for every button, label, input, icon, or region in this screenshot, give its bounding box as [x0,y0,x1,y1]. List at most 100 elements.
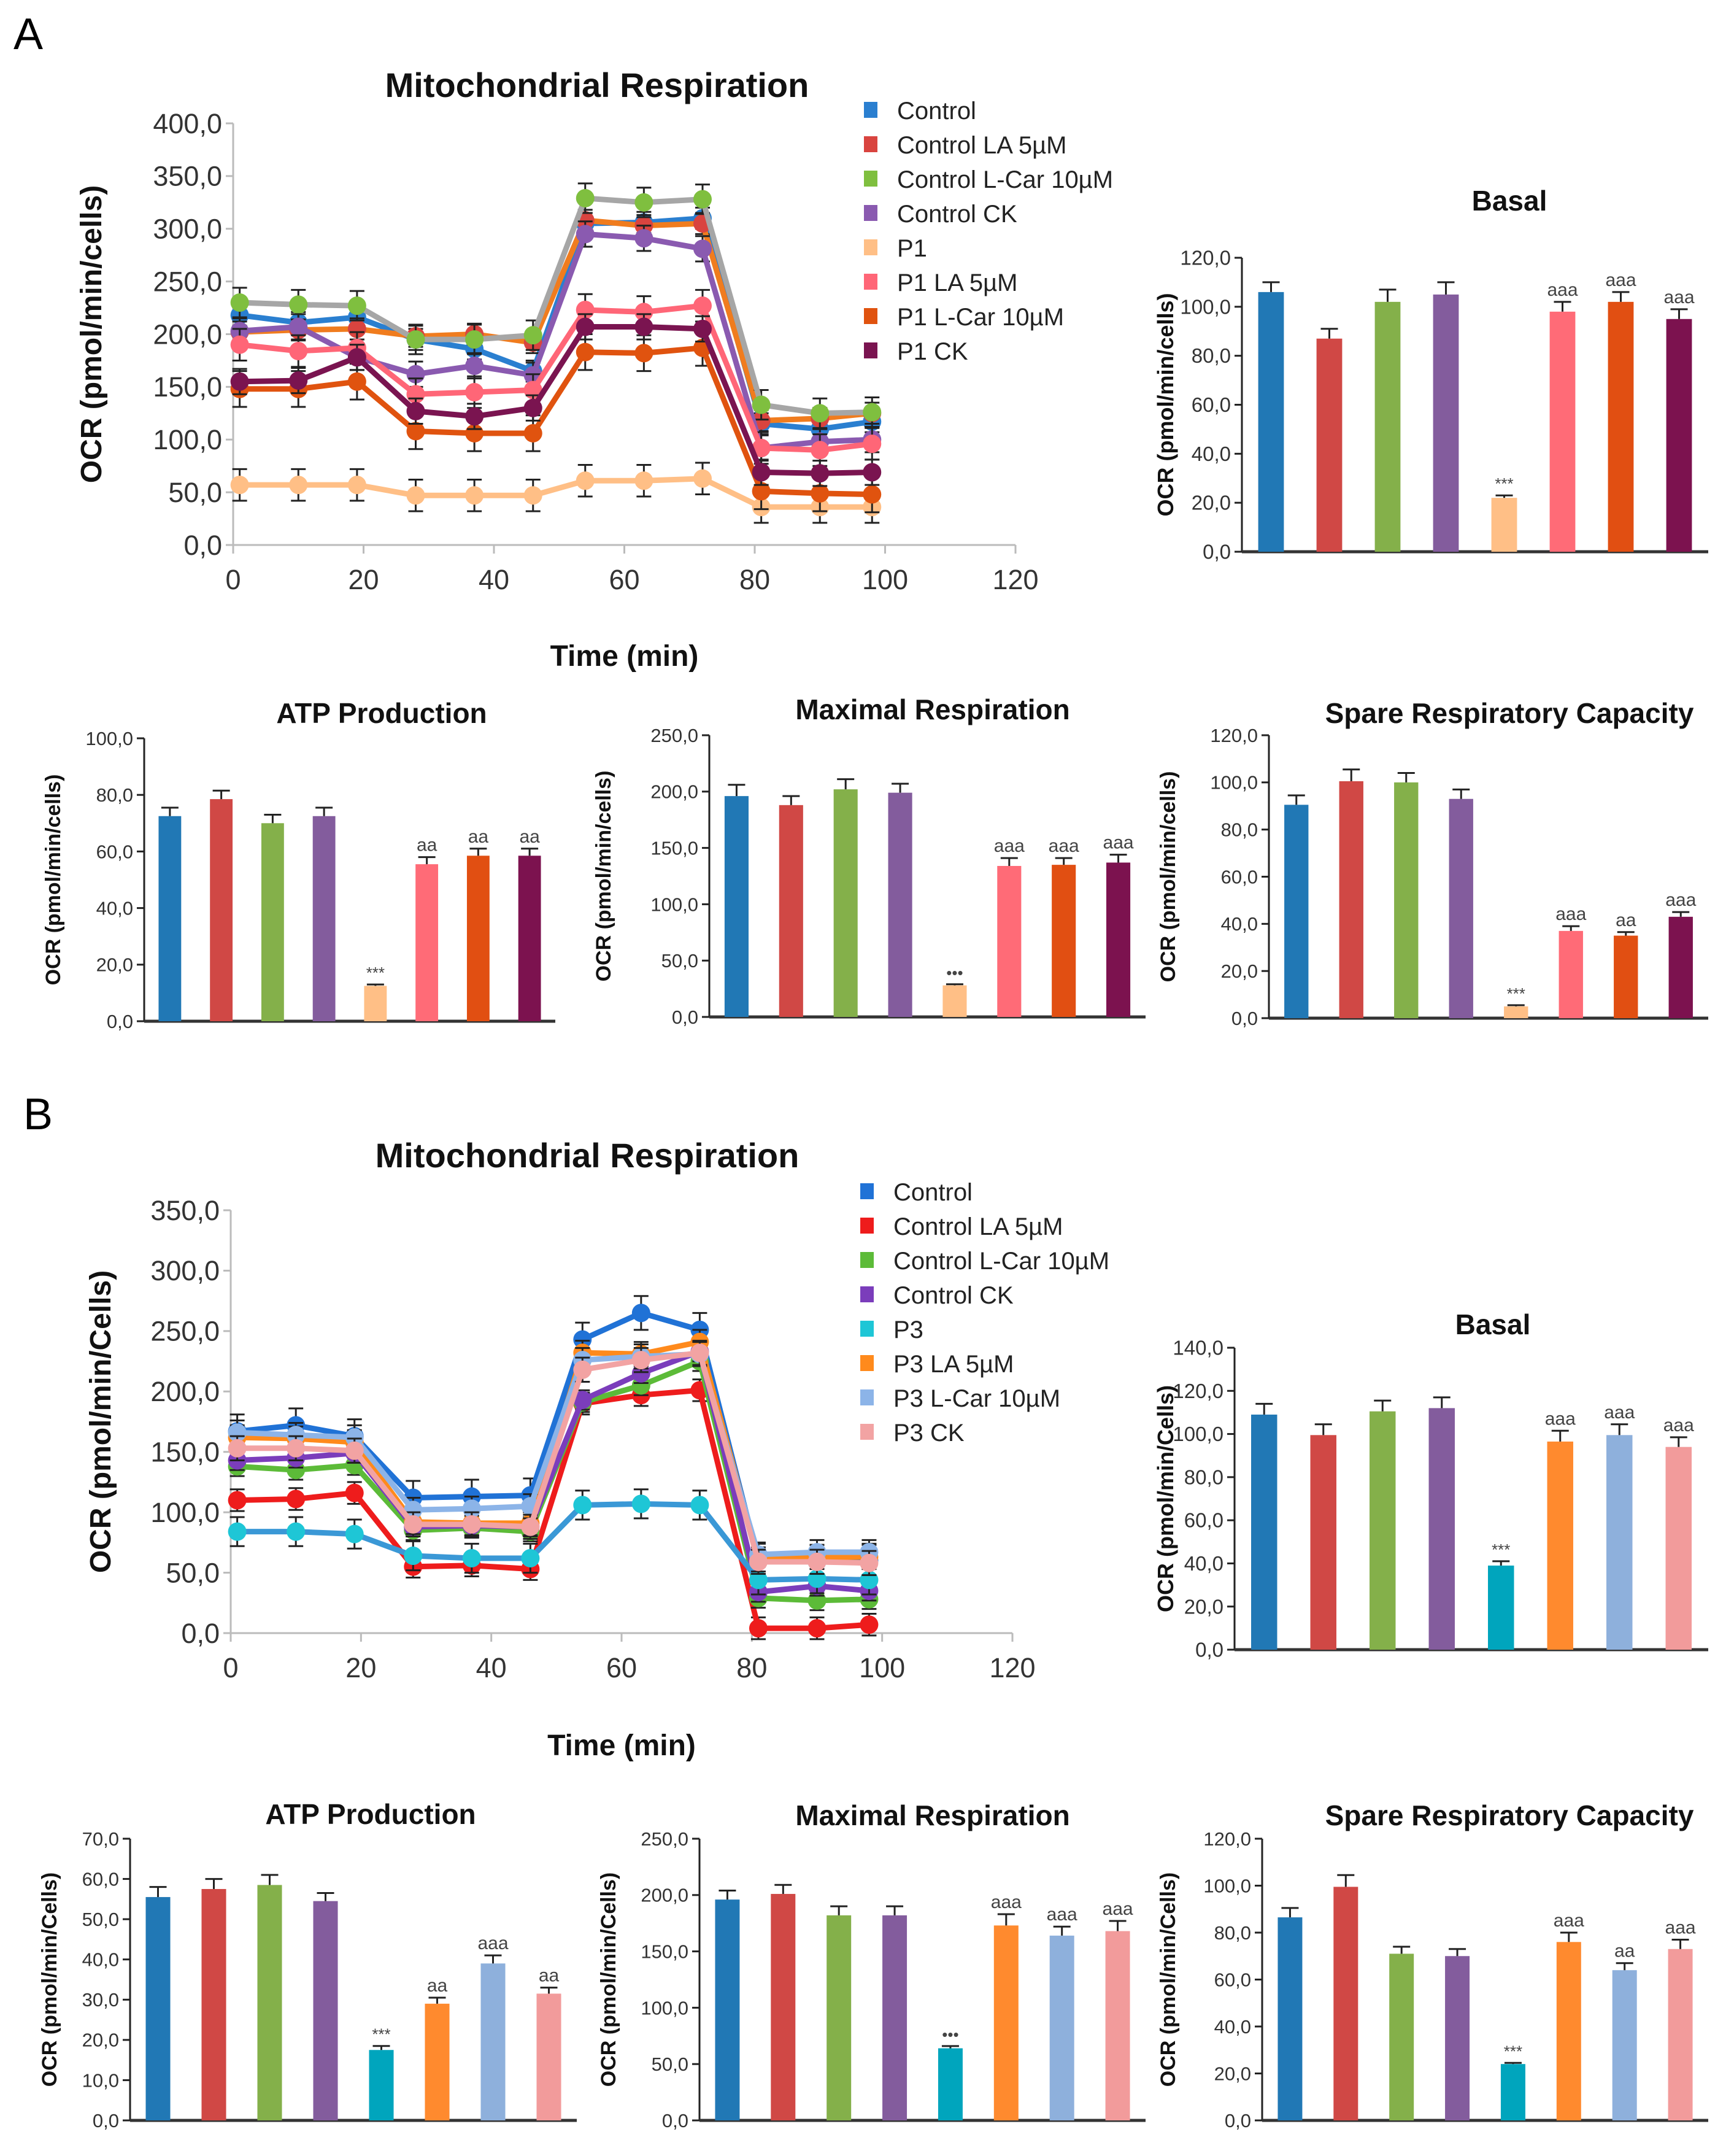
legend-label: Control LA 5µM [897,132,1067,159]
bar [1052,865,1076,1017]
significance-label: aa [468,827,489,847]
y-tick-label: 200,0 [641,1885,688,1906]
significance-label: aaa [994,836,1025,856]
y-tick-label: 140,0 [1173,1337,1223,1359]
significance-label: aaa [1103,1899,1133,1919]
series-2 [228,1350,879,1612]
data-point [347,348,366,367]
bar [313,1901,338,2120]
data-point [345,1428,364,1447]
data-point [631,1304,650,1323]
bar [1666,319,1692,552]
y-tick-label: 100,0 [641,1997,688,2019]
data-point [807,1552,827,1571]
bar [158,816,182,1021]
significance-label: *** [366,964,385,982]
data-point [230,293,249,312]
y-tick-label: 40,0 [1221,913,1258,935]
legend-label: P3 L-Car 10µM [893,1385,1060,1412]
bar [997,865,1022,1017]
y-tick-label: 250,0 [641,1828,688,1850]
data-point [752,463,771,482]
data-point [860,1615,879,1634]
data-point [523,326,542,345]
legend-swatch [864,342,877,358]
y-tick-label: 40,0 [96,897,133,919]
legend-swatch [860,1252,874,1268]
data-point [752,482,771,501]
data-point [863,403,882,422]
y-tick-label: 20,0 [1184,1595,1223,1618]
series-line [239,323,873,476]
data-point [404,1515,423,1534]
data-point [634,193,653,212]
y-axis-label: OCR (pmol/min/cells) [1157,771,1180,983]
data-point [347,476,366,495]
data-point [345,1524,364,1544]
legend-label: P1 L-Car 10µM [897,304,1064,331]
bar [1389,1953,1414,2120]
chart-A-max: Maximal Respiration 0,0 50,0 100,0 150,0 200,… [592,694,1146,1028]
chart-title: ATP Production [265,1798,476,1830]
chart-title: Maximal Respiration [795,1799,1069,1831]
y-tick-label: 100,0 [1203,1875,1251,1896]
series-line [237,1358,869,1604]
bar [882,1915,907,2120]
bar [1316,338,1343,552]
x-tick-label: 100 [862,564,908,595]
y-tick-label: 250,0 [150,1316,220,1347]
data-point [406,330,425,349]
x-tick-label: 20 [348,564,379,595]
y-tick-label: 20,0 [1214,2063,1251,2084]
data-point [573,1496,592,1515]
legend-swatch [864,102,877,118]
bar [210,799,233,1021]
legend-swatch [864,136,877,152]
data-point [230,335,249,354]
bar [1106,862,1131,1017]
y-tick-label: 40,0 [82,1949,119,1971]
legend-swatch [860,1355,874,1371]
significance-label: ••• [946,964,963,982]
y-tick-label: 250,0 [650,725,698,746]
y-tick-label: 60,0 [1221,866,1258,887]
data-point [807,1619,827,1638]
y-tick-label: 0,0 [1195,1639,1223,1661]
bar [1428,1408,1455,1650]
y-axis-label: OCR (pmol/min/Cells) [38,1872,61,2087]
bar [466,856,490,1021]
y-axis-label: OCR (pmol/min/Cells) [1157,1872,1180,2087]
legend-swatch [864,239,877,255]
data-point [523,398,542,417]
bar [771,1893,796,2120]
chart-B-basal: Basal 0,0 20,0 40,0 60,0 80,0 100,0 120,0 140,0 O… [1153,1308,1708,1661]
data-point [634,303,653,322]
significance-label: aaa [1663,287,1694,307]
bar [779,805,803,1017]
significance-label: aaa [991,1892,1022,1912]
series-line [239,217,873,423]
chart-title: ATP Production [276,697,487,729]
series-line [237,1387,869,1631]
significance-label: ••• [942,2025,958,2044]
bar [1549,311,1576,552]
data-point [523,486,542,505]
data-point [345,1441,364,1460]
series-line [239,195,873,416]
panel-label-b: B [23,1090,53,1139]
bar [1310,1435,1336,1650]
data-point [573,1391,592,1410]
bar [1449,798,1473,1018]
chart-B-atp: ATP Production 0,0 10,0 20,0 30,0 40,0 50,0 60,… [38,1798,577,2131]
y-tick-label: 30,0 [82,1989,119,2011]
data-point [693,319,712,338]
significance-label: aa [427,1976,448,1996]
data-point [631,1351,650,1370]
significance-label: aaa [1047,1904,1077,1925]
significance-label: *** [1504,2042,1522,2060]
bar [201,1888,226,2120]
significance-label: aaa [1555,904,1586,924]
data-point [289,371,308,390]
data-point [693,296,712,315]
